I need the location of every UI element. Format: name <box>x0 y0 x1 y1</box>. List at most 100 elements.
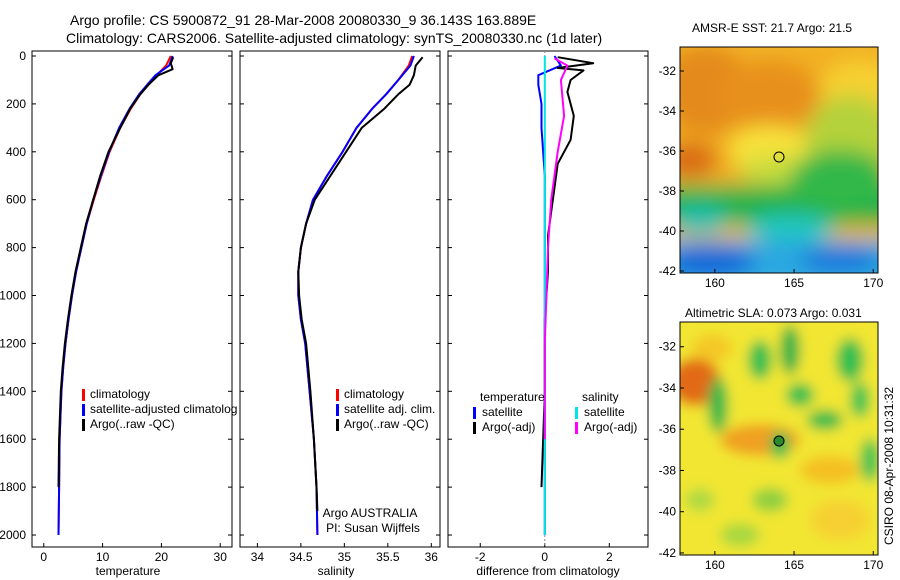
y-tick-label: 600 <box>6 193 26 207</box>
map-x-tick-label: 170 <box>863 558 883 572</box>
legend-swatch <box>473 422 476 434</box>
x-tick-label: -2 <box>475 550 486 564</box>
depth-ticks: 0 200 400 600 800 1000 1200 1400 1600 1800 2000 <box>0 49 232 542</box>
difference-ticks: -2 0 2 <box>475 543 613 564</box>
temperature-axis-label: temperature <box>96 564 161 578</box>
temperature-panel: 0 200 400 600 800 1000 1200 1400 1600 1800 2000 0 1… <box>0 49 237 578</box>
legend-swatch <box>82 404 85 416</box>
map-x-tick-label: 165 <box>784 558 804 572</box>
legend-swatch <box>336 419 339 431</box>
series-line <box>57 55 174 536</box>
map-y-tick-label: -34 <box>659 381 677 395</box>
y-tick-label: 2000 <box>0 528 26 542</box>
salinity-plot-frame <box>239 50 441 548</box>
salinity-ticks: 34 34.5 35 35.5 36 <box>251 543 439 564</box>
sst-float-marker <box>773 151 785 163</box>
map-x-tick-label: 165 <box>784 276 804 290</box>
y-tick-label: 1200 <box>0 336 26 350</box>
difference-plot-frame <box>447 50 649 548</box>
y-tick-label: 200 <box>6 97 26 111</box>
sst-map-ticks: 160 165 170 -32 -34 -36 -38 -40 -42 <box>659 64 884 290</box>
legend-swatch <box>473 407 476 419</box>
map-x-tick-label: 160 <box>705 558 725 572</box>
map-x-tick-label: 160 <box>705 276 725 290</box>
legend-swatch <box>575 422 578 434</box>
legend-label: climatology <box>90 387 150 401</box>
temperature-lines <box>57 55 175 536</box>
sst-map-title: AMSR-E SST: 21.7 Argo: 21.5 <box>692 21 852 35</box>
pi-label: PI: Susan Wijffels <box>326 521 420 535</box>
sst-map: AMSR-E SST: 21.7 Argo: 21.5 <box>659 21 884 290</box>
agency-label: Argo AUSTRALIA <box>323 506 418 520</box>
legend-label: satellite <box>584 405 625 419</box>
map-y-tick-label: -36 <box>659 422 677 436</box>
x-tick-label: 10 <box>96 550 110 564</box>
sla-field <box>680 322 878 555</box>
sla-map-frame <box>679 321 879 556</box>
map-y-tick-label: -42 <box>659 546 677 560</box>
map-y-tick-label: -38 <box>659 463 677 477</box>
map-y-tick-label: -36 <box>659 144 677 158</box>
legend-label: satellite adj. clim. <box>344 402 435 416</box>
difference-axis-label: difference from climatology <box>476 564 619 578</box>
temperature-ticks: 0 10 20 30 <box>40 543 227 564</box>
map-y-tick-label: -42 <box>659 264 677 278</box>
legend-title: salinity <box>582 390 619 404</box>
legend-label: Argo(-adj) <box>482 420 535 434</box>
temperature-plot-frame <box>31 50 233 548</box>
legend-swatch <box>82 419 85 431</box>
sla-map: Altimetric SLA: 0.073 Argo: 0.031 <box>659 306 884 572</box>
series-line <box>297 56 424 512</box>
x-tick-label: 36 <box>425 550 439 564</box>
y-tick-label: 0 <box>19 49 26 63</box>
map-y-tick-label: -40 <box>659 505 677 519</box>
sst-map-frame <box>679 46 879 274</box>
map-x-tick-label: 170 <box>863 276 883 290</box>
salinity-panel: 34 34.5 35 35.5 36 salinity climatologysatel… <box>239 50 441 578</box>
map-y-tick-label: -38 <box>659 184 677 198</box>
difference-legend: temperature salinitysatelliteArgo(-adj)sa… <box>473 390 637 434</box>
legend-label: Argo(..raw -QC) <box>344 417 429 431</box>
difference-lines <box>537 51 595 547</box>
figure-title-line1: Argo profile: CS 5900872_91 28-Mar-2008 … <box>70 12 536 28</box>
x-tick-label: 35 <box>338 550 352 564</box>
map-y-tick-label: -32 <box>659 64 677 78</box>
y-tick-label: 1000 <box>0 289 26 303</box>
y-tick-label: 400 <box>6 145 26 159</box>
x-tick-label: 34 <box>251 550 265 564</box>
series-line <box>57 56 175 488</box>
legend-label: satellite <box>482 405 523 419</box>
salinity-lines <box>297 55 424 536</box>
y-tick-label: 800 <box>6 241 26 255</box>
y-tick-label: 1800 <box>0 480 26 494</box>
figure-title-line2: Climatology: CARS2006. Satellite-adjuste… <box>66 30 602 46</box>
sla-map-title: Altimetric SLA: 0.073 Argo: 0.031 <box>685 306 862 320</box>
x-tick-label: 30 <box>214 550 228 564</box>
y-tick-label: 1600 <box>0 432 26 446</box>
legend-swatch <box>82 389 85 401</box>
x-tick-label: 35.5 <box>376 550 400 564</box>
x-tick-label: 0 <box>40 550 47 564</box>
legend-label: Argo(..raw -QC) <box>90 417 175 431</box>
map-y-tick-label: -32 <box>659 340 677 354</box>
salinity-axis-label: salinity <box>318 564 355 578</box>
y-tick-label: 1400 <box>0 384 26 398</box>
series-line <box>543 57 569 440</box>
legend-label: climatology <box>344 387 404 401</box>
sla-float-marker <box>773 435 785 447</box>
legend-swatch <box>575 407 578 419</box>
timestamp-label: CSIRO 08-Apr-2008 10:31:32 <box>882 387 896 545</box>
map-y-tick-label: -40 <box>659 224 677 238</box>
legend-label: Argo(-adj) <box>584 420 637 434</box>
x-tick-label: 34.5 <box>289 550 313 564</box>
legend-swatch <box>336 389 339 401</box>
difference-panel: -2 0 2 difference from climatology tempera… <box>447 50 649 578</box>
legend-title: temperature <box>480 390 545 404</box>
x-tick-label: 2 <box>606 550 613 564</box>
legend-label: satellite-adjusted climatolog <box>90 402 237 416</box>
x-tick-label: 0 <box>541 550 548 564</box>
map-y-tick-label: -34 <box>659 104 677 118</box>
